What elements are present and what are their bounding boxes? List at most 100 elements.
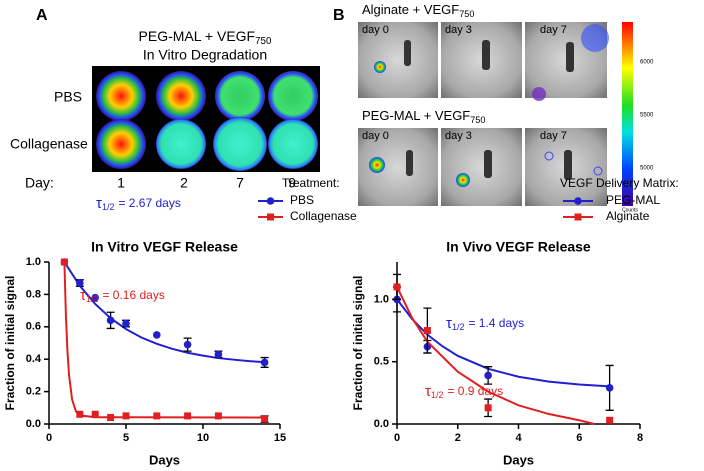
title-subscript: 750 xyxy=(470,115,485,125)
marker xyxy=(261,415,269,423)
signal-spot xyxy=(532,87,546,101)
x-tick-label: 10 xyxy=(197,432,209,444)
well xyxy=(213,117,267,171)
marker xyxy=(107,414,115,422)
marker xyxy=(153,331,161,339)
signal-spot xyxy=(456,173,470,187)
annotation: τ1/2 = 2.67 days xyxy=(96,195,181,212)
marker xyxy=(183,340,192,349)
panel-b: B Alginate + VEGF750 PEG-MAL + VEGF750 d… xyxy=(333,2,654,213)
colorbar xyxy=(622,22,633,206)
x-tick-label: 5 xyxy=(123,432,129,444)
day-label: day 3 xyxy=(445,130,472,142)
marker xyxy=(153,412,161,420)
x-tick-label: 4 xyxy=(515,432,522,444)
legend-title: VEGF Delivery Matrix: xyxy=(560,176,679,190)
annotation-symbol: τ xyxy=(80,287,86,304)
legend-title: Treatment: xyxy=(282,176,340,190)
day-label: day 0 xyxy=(362,24,389,36)
marker xyxy=(76,410,84,418)
chart-title: In Vivo VEGF Release xyxy=(446,239,591,255)
day-label: Day: xyxy=(25,175,54,191)
marker xyxy=(484,404,492,412)
annotation-subscript: 1/2 xyxy=(86,294,99,304)
day-number: 1 xyxy=(117,175,125,191)
day-label: day 3 xyxy=(445,24,472,36)
annotation-symbol: τ xyxy=(425,383,431,400)
panel-label: B xyxy=(333,7,345,24)
legend-marker xyxy=(266,197,275,205)
x-tick-label: 2 xyxy=(455,432,461,444)
chart: In Vitro VEGF Release 0.0 0.2 0.4 0.6 0.8 1.0 0… xyxy=(3,176,357,467)
legend-label: PEG-MAL xyxy=(606,193,660,207)
annotation-text: = 0.9 days xyxy=(447,384,503,398)
marker xyxy=(91,293,99,302)
well xyxy=(156,71,206,121)
marker xyxy=(91,410,99,418)
marker xyxy=(605,384,614,392)
y-axis-label: Fraction of initial signal xyxy=(3,276,17,411)
panel-title: PEG-MAL + VEGF750 xyxy=(139,28,272,47)
title-subscript: 750 xyxy=(255,36,272,47)
marker xyxy=(606,416,614,424)
y-axis-label: Fraction of initial signal xyxy=(351,276,365,411)
well xyxy=(268,71,318,121)
day-label: day 0 xyxy=(362,130,389,142)
panel-a: A PEG-MAL + VEGF750 In Vitro Degradation… xyxy=(10,7,320,191)
signal-spot xyxy=(374,61,386,73)
signal-spot xyxy=(369,157,385,173)
well xyxy=(215,71,265,121)
legend-marker xyxy=(574,197,582,205)
roi-circle xyxy=(593,166,603,176)
annotation: τ1/2 = 1.4 days xyxy=(446,315,524,332)
x-tick-label: 15 xyxy=(274,432,286,444)
x-axis-label: Days xyxy=(149,452,180,467)
chart: In Vivo VEGF Release 0.0 0.5 1.0 0 2 4 6 8 Days Fr… xyxy=(351,176,679,467)
day-number: 9 xyxy=(288,175,296,191)
annotation: τ1/2 = 0.16 days xyxy=(80,287,165,304)
x-tick-label: 0 xyxy=(394,432,400,444)
row-label: PBS xyxy=(54,89,82,105)
y-tick-label: 0.8 xyxy=(26,288,41,300)
mouse-image xyxy=(441,22,522,98)
annotation-symbol: τ xyxy=(446,315,452,332)
annotation-symbol: τ xyxy=(96,195,102,212)
y-tick-label: 0.0 xyxy=(374,418,389,430)
marker xyxy=(423,327,431,335)
title-text: PEG-MAL + VEGF xyxy=(139,28,256,44)
legend-marker xyxy=(574,213,582,221)
annotation-subscript: 1/2 xyxy=(452,322,465,332)
x-tick-label: 8 xyxy=(637,432,643,444)
marker xyxy=(76,279,84,287)
y-tick-label: 0.5 xyxy=(374,356,389,368)
panel-subtitle: In Vitro Degradation xyxy=(143,47,267,63)
signal-spot xyxy=(581,24,609,52)
day-number: 2 xyxy=(180,175,188,191)
colorbar-tick: 5500 xyxy=(640,113,654,119)
y-tick-label: 0.4 xyxy=(26,353,42,365)
fit-curve xyxy=(396,286,595,425)
roi-circle xyxy=(544,151,554,161)
marker xyxy=(214,412,222,420)
title-subscript: 750 xyxy=(459,9,474,19)
colorbar-label: Counts xyxy=(622,207,638,213)
title-text: Alginate + VEGF xyxy=(362,2,459,17)
annotation: τ1/2 = 0.9 days xyxy=(425,383,503,400)
mouse-image xyxy=(441,128,522,206)
x-tick-label: 0 xyxy=(46,432,52,444)
mouse-image xyxy=(358,22,438,98)
row-label: Collagenase xyxy=(10,136,88,152)
legend-label: PBS xyxy=(290,193,314,207)
group-title: PEG-MAL + VEGF750 xyxy=(362,108,485,125)
annotation-text: = 1.4 days xyxy=(468,316,524,330)
colorbar-tick: 6000 xyxy=(640,60,654,66)
marker xyxy=(122,319,130,328)
panel-label: A xyxy=(36,7,48,24)
y-tick-label: 0.2 xyxy=(26,386,41,398)
title-text: PEG-MAL + VEGF xyxy=(362,108,470,123)
y-tick-label: 0.6 xyxy=(26,321,41,333)
legend-marker xyxy=(267,213,274,221)
day-number: 7 xyxy=(236,175,244,191)
day-label: day 7 xyxy=(540,24,567,36)
